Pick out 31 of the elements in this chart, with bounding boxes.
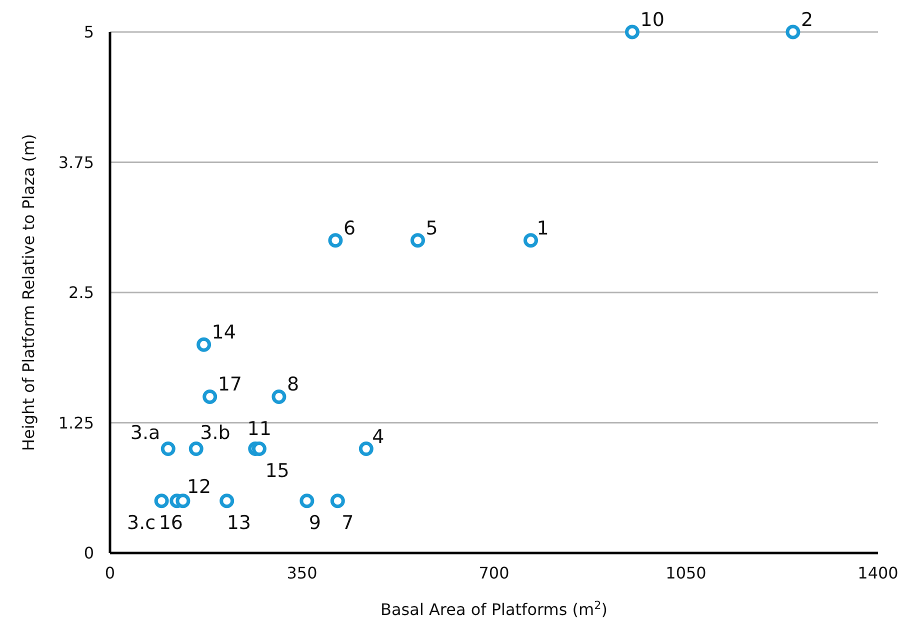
annotation: 17 [218,374,242,396]
y-tick-label: 5 [84,22,94,42]
y-tick-label: 0 [84,544,94,563]
annotation: 10 [640,9,664,31]
annotation: 5 [426,217,438,240]
x-tick-label: 350 [286,563,318,582]
x-tick-label: 700 [478,563,510,582]
y-tick-label: 2.5 [68,283,94,302]
annotation: 7 [342,512,354,534]
annotation: 16 [158,512,184,534]
annotation: 4 [372,426,384,448]
y-axis-title: Height of Platform Relative to Plaza (m) [19,134,38,452]
annotation: 1 [536,217,549,240]
x-tick-label: 0 [104,563,116,582]
annotation: 6 [343,217,356,240]
annotation: 14 [212,322,236,344]
annotation: 12 [186,476,212,498]
x-axis-title: Basal Area of Platforms (m$^{2}$) [380,598,608,619]
x-tick-label: 1400 [858,563,898,582]
annotation: 15 [265,460,290,482]
annotation: 3.b [200,422,230,444]
annotation: 13 [226,512,252,534]
y-tick-label: 1.25 [58,413,94,432]
annotation: 9 [308,512,321,534]
annotation: 8 [286,374,300,396]
x-tick-label: 1050 [666,563,706,582]
annotation: 2 [800,9,814,31]
annotation: 3.c [126,512,156,534]
y-tick-label: 3.75 [58,152,94,172]
annotation: 3.a [130,422,160,444]
annotation: 11 [247,418,272,440]
